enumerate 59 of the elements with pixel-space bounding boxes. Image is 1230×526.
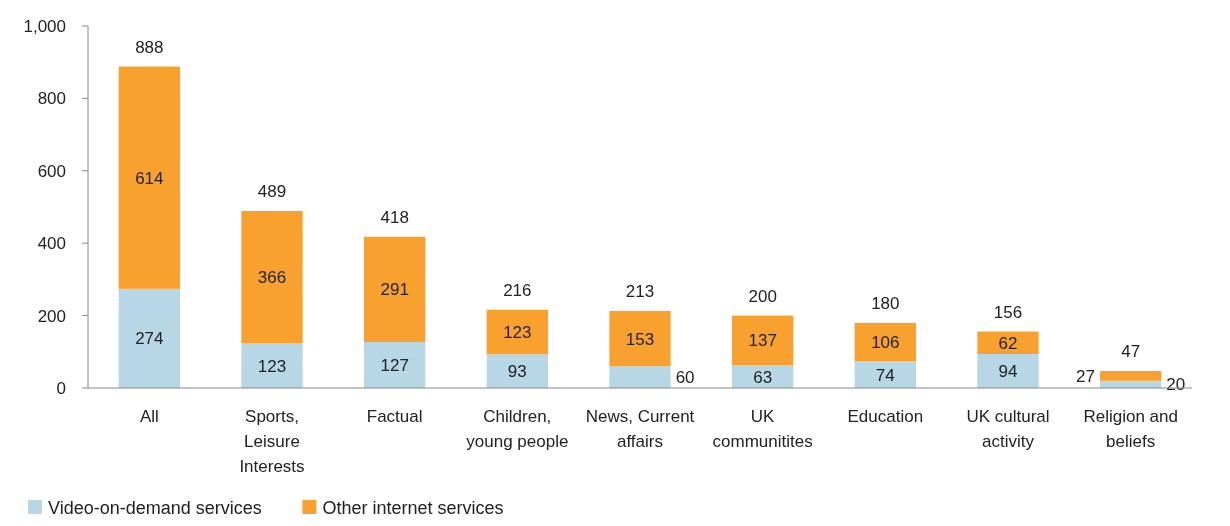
bar bbox=[732, 315, 794, 366]
bar bbox=[364, 342, 426, 388]
total-label: 216 bbox=[503, 280, 532, 300]
data-label: 153 bbox=[625, 329, 655, 349]
x-tick-label: Children, young people bbox=[466, 407, 569, 451]
x-tick-label: Factual bbox=[366, 407, 423, 426]
y-tick-label: 600 bbox=[37, 161, 66, 181]
data-label: 27 bbox=[1076, 366, 1095, 386]
data-label: 106 bbox=[871, 333, 900, 353]
total-label: 47 bbox=[1121, 341, 1141, 361]
y-tick-label: 800 bbox=[37, 89, 66, 109]
total-label: 200 bbox=[748, 286, 777, 306]
bar bbox=[609, 366, 671, 388]
total-label: 888 bbox=[135, 37, 164, 57]
bar bbox=[241, 210, 303, 344]
bar bbox=[118, 66, 180, 289]
x-tick-label: Sports, Leisure Interests bbox=[239, 407, 305, 476]
bar bbox=[486, 354, 548, 388]
total-label: 213 bbox=[625, 281, 655, 301]
data-label: 94 bbox=[998, 361, 1018, 381]
bar bbox=[854, 361, 916, 388]
total-label: 418 bbox=[380, 207, 409, 227]
x-tick-label: Education bbox=[847, 407, 924, 426]
total-label: 156 bbox=[993, 302, 1023, 322]
bar bbox=[486, 309, 548, 355]
bar bbox=[364, 236, 426, 343]
y-tick-label: 0 bbox=[56, 379, 66, 398]
data-label: 20 bbox=[1166, 375, 1186, 395]
legend-label: Video-on-demand services bbox=[48, 498, 262, 518]
y-tick-label: 200 bbox=[37, 306, 66, 326]
data-label: 60 bbox=[675, 368, 695, 388]
data-label: 127 bbox=[380, 356, 409, 376]
x-tick-label: All bbox=[139, 407, 159, 426]
data-label: 62 bbox=[998, 333, 1018, 353]
data-label: 74 bbox=[875, 365, 895, 385]
y-tick-label: 1,000 bbox=[23, 17, 66, 36]
data-label: 366 bbox=[257, 268, 287, 288]
bar bbox=[241, 343, 303, 388]
bar bbox=[977, 353, 1039, 388]
data-label: 274 bbox=[135, 329, 164, 349]
total-label: 180 bbox=[871, 293, 900, 313]
data-label: 137 bbox=[748, 331, 777, 351]
data-label: 123 bbox=[257, 356, 287, 376]
data-label: 614 bbox=[135, 168, 164, 188]
x-tick-label: UK cultural activity bbox=[966, 407, 1050, 451]
x-tick-label: News, Current affairs bbox=[585, 407, 695, 451]
total-label: 489 bbox=[257, 181, 287, 201]
x-tick-label: Religion and beliefs bbox=[1083, 407, 1178, 451]
bar bbox=[118, 288, 180, 388]
data-label: 93 bbox=[507, 362, 527, 382]
data-label: 63 bbox=[753, 367, 773, 387]
bar bbox=[609, 310, 671, 367]
data-label: 291 bbox=[380, 280, 409, 300]
legend-label: Other internet services bbox=[322, 498, 504, 518]
y-tick-label: 400 bbox=[37, 234, 66, 254]
bar bbox=[854, 322, 916, 362]
data-label: 123 bbox=[503, 323, 532, 343]
x-tick-label: UK communitites bbox=[712, 407, 813, 451]
bar bbox=[1100, 370, 1162, 381]
